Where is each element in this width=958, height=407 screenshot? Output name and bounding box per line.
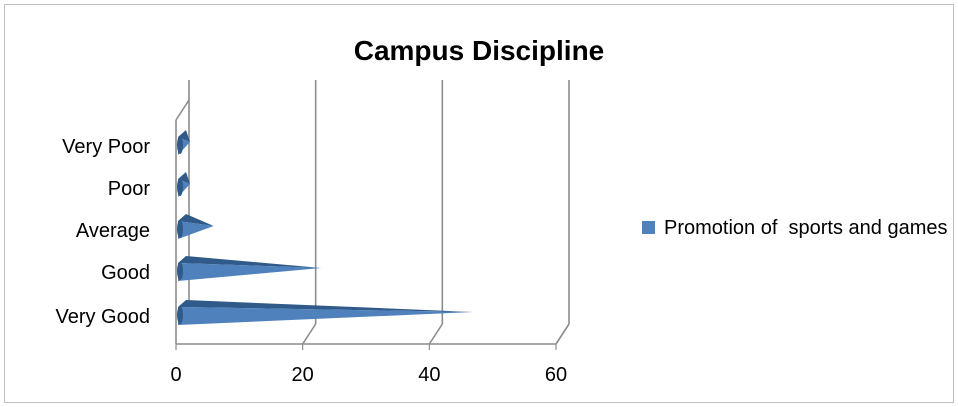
- bar-base: [177, 262, 183, 280]
- legend-swatch: [642, 221, 655, 234]
- bar: [178, 307, 474, 325]
- category-label: Average: [76, 220, 150, 242]
- bar-top-face: [178, 172, 190, 184]
- bar-top-face: [178, 214, 214, 226]
- gridline-floor-1: [301, 323, 317, 345]
- bar-base: [177, 136, 183, 154]
- bar-top-face: [178, 256, 322, 268]
- x-tick-label: 40: [418, 364, 440, 386]
- label-layer: 0 20 40 60 Very Good Good Average Poor Very Poor: [55, 136, 567, 386]
- x-tick-label: 0: [170, 364, 181, 386]
- bar-top-face: [178, 130, 190, 142]
- category-label: Poor: [108, 178, 151, 200]
- category-label: Very Poor: [62, 136, 150, 158]
- legend-label: Promotion of sports and games: [664, 217, 948, 239]
- bar-layer: [177, 130, 474, 325]
- bar-top-face: [178, 300, 474, 312]
- category-label: Very Good: [55, 306, 150, 328]
- category-label: Good: [101, 262, 150, 284]
- x-tick-label: 20: [292, 364, 314, 386]
- x-tick-label: 60: [545, 364, 567, 386]
- gridline-floor-2: [428, 323, 444, 345]
- grid-layer: [175, 80, 570, 350]
- bar-base: [177, 178, 183, 196]
- bar-base: [177, 306, 183, 324]
- left-wall-top-edge: [175, 99, 190, 121]
- gridline-floor-3: [555, 323, 570, 345]
- chart-title: Campus Discipline: [353, 35, 605, 66]
- bar: [178, 221, 214, 239]
- bar-base: [177, 220, 183, 238]
- chart-frame: Campus Discipline: [4, 4, 954, 403]
- bar: [178, 263, 322, 281]
